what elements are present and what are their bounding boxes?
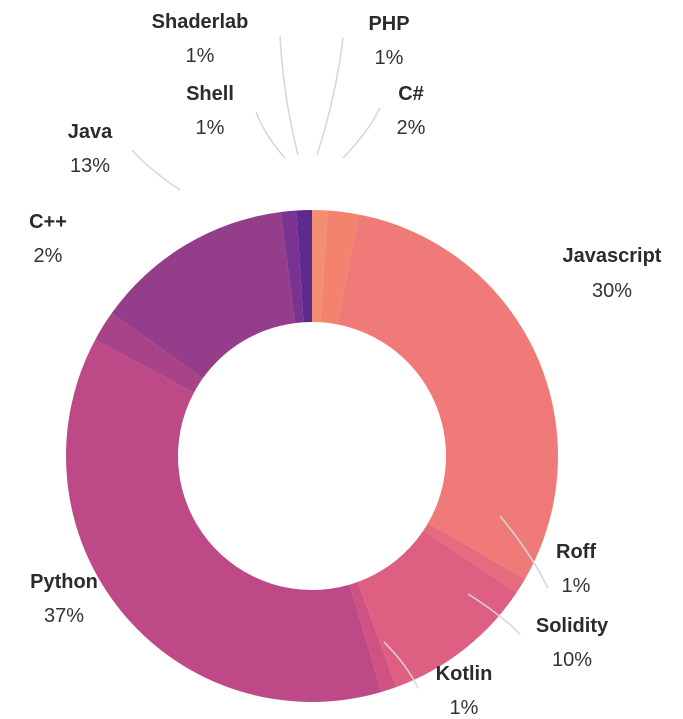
slice-solidity (357, 530, 517, 688)
label-roff: Roff (556, 541, 596, 563)
leader-line-php (316, 37, 344, 156)
percent-python: 37% (44, 605, 84, 627)
label-cpp: C++ (29, 211, 67, 233)
slice-roff (423, 523, 526, 593)
slice-python (66, 339, 382, 702)
percent-c-sharp: 2% (397, 117, 426, 139)
slice-cpp (95, 313, 203, 393)
percent-java: 13% (70, 155, 110, 177)
slice-c-sharp (320, 210, 359, 325)
label-java: Java (68, 121, 113, 143)
slice-kotlin (349, 581, 397, 693)
percent-roff: 1% (562, 575, 591, 597)
label-javascript: Javascript (563, 245, 662, 267)
percent-javascript: 30% (592, 280, 632, 302)
label-python: Python (30, 571, 98, 593)
leader-line-c-sharp (342, 107, 381, 159)
percent-cpp: 2% (34, 245, 63, 267)
percent-shaderlab: 1% (186, 45, 215, 67)
slice-shaderlab (296, 210, 312, 323)
leader-line-kotlin (383, 641, 419, 689)
label-shell: Shell (186, 83, 234, 105)
leader-line-shell (255, 111, 286, 159)
percent-php: 1% (375, 47, 404, 69)
leader-lines-group (131, 35, 549, 689)
label-solidity: Solidity (536, 615, 609, 637)
label-c-sharp: C# (398, 83, 424, 105)
labels-group: PHP 1% C# 2% Javascript 30% Roff 1% Solidity 10% K… (29, 11, 662, 719)
leader-line-roff (499, 515, 549, 589)
leader-line-solidity (467, 593, 521, 635)
percent-shell: 1% (196, 117, 225, 139)
leader-line-java (131, 149, 181, 191)
label-shaderlab: Shaderlab (152, 11, 249, 33)
slice-shell (280, 210, 304, 324)
slices-group (66, 210, 558, 702)
slice-javascript (337, 214, 558, 579)
slice-php (312, 210, 328, 323)
slice-java (111, 211, 296, 379)
percent-solidity: 10% (552, 649, 592, 671)
label-kotlin: Kotlin (436, 663, 493, 685)
percent-kotlin: 1% (450, 697, 479, 719)
label-php: PHP (368, 13, 409, 35)
leader-line-shaderlab (279, 35, 299, 156)
